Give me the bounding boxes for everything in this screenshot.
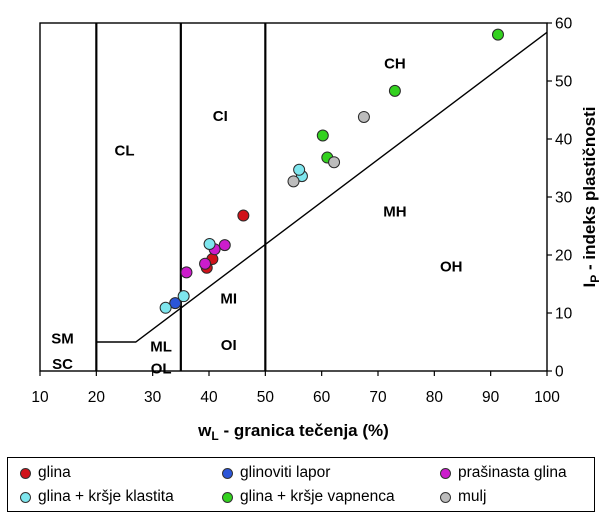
legend-marker [20, 467, 31, 479]
x-tick-labels-layer: 10 20 30 40 50 60 70 80 90 100 [31, 389, 560, 406]
legend-marker [222, 491, 233, 503]
legend: glina glinoviti lapor prašinasta glina glin… [7, 457, 595, 512]
zone-label-oi: OI [221, 337, 237, 354]
x-tick-label: 60 [313, 389, 331, 406]
x-tick-label: 20 [88, 389, 106, 406]
data-point-series-4 [491, 28, 504, 41]
zone-label-sc: SC [52, 356, 73, 373]
data-point-series-5 [328, 156, 341, 169]
y-tick-label: 60 [555, 16, 573, 33]
zone-label-ci: CI [213, 108, 228, 125]
legend-marker [440, 491, 451, 503]
x-tick-label: 40 [200, 389, 218, 406]
y-axis-label-prefix: I [580, 283, 599, 288]
legend-label: glina + kršje klastita [38, 488, 174, 505]
data-point-series-3 [177, 290, 190, 303]
a-line-layer [96, 31, 548, 343]
x-tick-label: 90 [482, 389, 500, 406]
vertical-lines-layer [95, 23, 267, 371]
plot-frame-layer [39, 22, 552, 376]
data-points-layer [159, 28, 504, 314]
y-tick-label: 20 [555, 248, 573, 265]
legend-label: glina [38, 464, 71, 481]
legend-label: glinoviti lapor [240, 464, 331, 481]
legend-item: glinoviti lapor [222, 464, 330, 482]
zone-label-cl: CL [115, 143, 135, 160]
x-tick-label: 50 [257, 389, 275, 406]
data-point-series-1 [169, 297, 182, 310]
data-point-series-2 [180, 266, 193, 279]
legend-item: glina + kršje klastita [20, 488, 174, 506]
data-point-series-3 [203, 237, 216, 250]
legend-marker [440, 467, 451, 479]
x-axis-label-prefix: w [197, 421, 212, 440]
x-axis-label-subscript: L [211, 429, 218, 443]
x-axis-label-text: - granica tečenja (%) [219, 421, 389, 440]
zone-label-ch: CH [384, 56, 406, 73]
legend-marker [222, 467, 233, 479]
legend-label: mulj [458, 488, 487, 505]
y-axis-label: IP - indeks plastičnosti [580, 107, 602, 288]
legend-label: glina + kršje vapnenca [240, 488, 395, 505]
data-point-series-4 [388, 84, 401, 97]
y-axis-label-subscript: P [588, 275, 602, 283]
data-point-series-3 [293, 163, 306, 176]
data-point-series-2 [218, 239, 231, 252]
legend-item: prašinasta glina [440, 464, 567, 482]
x-tick-label: 70 [369, 389, 387, 406]
axis-labels-layer: wL - granica tečenja (%) IP - indeks plas… [197, 107, 602, 443]
data-point-series-5 [287, 175, 300, 188]
data-point-series-4 [316, 129, 329, 142]
x-tick-label: 30 [144, 389, 162, 406]
legend-marker [20, 491, 31, 503]
y-axis-label-text: - indeks plastičnosti [580, 107, 599, 275]
zone-label-ol: OL [151, 361, 172, 378]
x-tick-label: 100 [534, 389, 560, 406]
zone-label-ml: ML [150, 339, 172, 356]
data-point-series-5 [357, 110, 370, 123]
plasticity-chart: CL CI CH MH OH MI OI ML OL SM SC 10 20 30 40 50 60 70 80 9… [31, 16, 602, 444]
zone-labels-layer: CL CI CH MH OH MI OI ML OL SM SC [51, 56, 462, 378]
zone-label-sm: SM [51, 331, 74, 348]
data-point-series-0 [237, 209, 250, 222]
y-tick-label: 0 [555, 364, 564, 381]
x-axis-label: wL - granica tečenja (%) [197, 421, 389, 443]
legend-item: glina + kršje vapnenca [222, 488, 395, 506]
y-tick-label: 50 [555, 74, 573, 91]
zone-label-mi: MI [220, 291, 237, 308]
legend-item: glina [20, 464, 71, 482]
y-tick-label: 10 [555, 306, 573, 323]
legend-item: mulj [440, 488, 486, 506]
data-point-series-3 [159, 301, 172, 314]
y-tick-label: 30 [555, 190, 573, 207]
data-point-series-2 [199, 257, 212, 270]
legend-label: prašinasta glina [458, 464, 567, 481]
a-line [96, 31, 548, 343]
zone-label-mh: MH [383, 204, 406, 221]
y-tick-labels-layer: 0 10 20 30 40 50 60 [555, 16, 573, 381]
y-tick-label: 40 [555, 132, 573, 149]
plot-border [39, 22, 548, 372]
x-tick-label: 80 [426, 389, 444, 406]
x-tick-label: 10 [31, 389, 49, 406]
zone-label-oh: OH [440, 259, 463, 276]
